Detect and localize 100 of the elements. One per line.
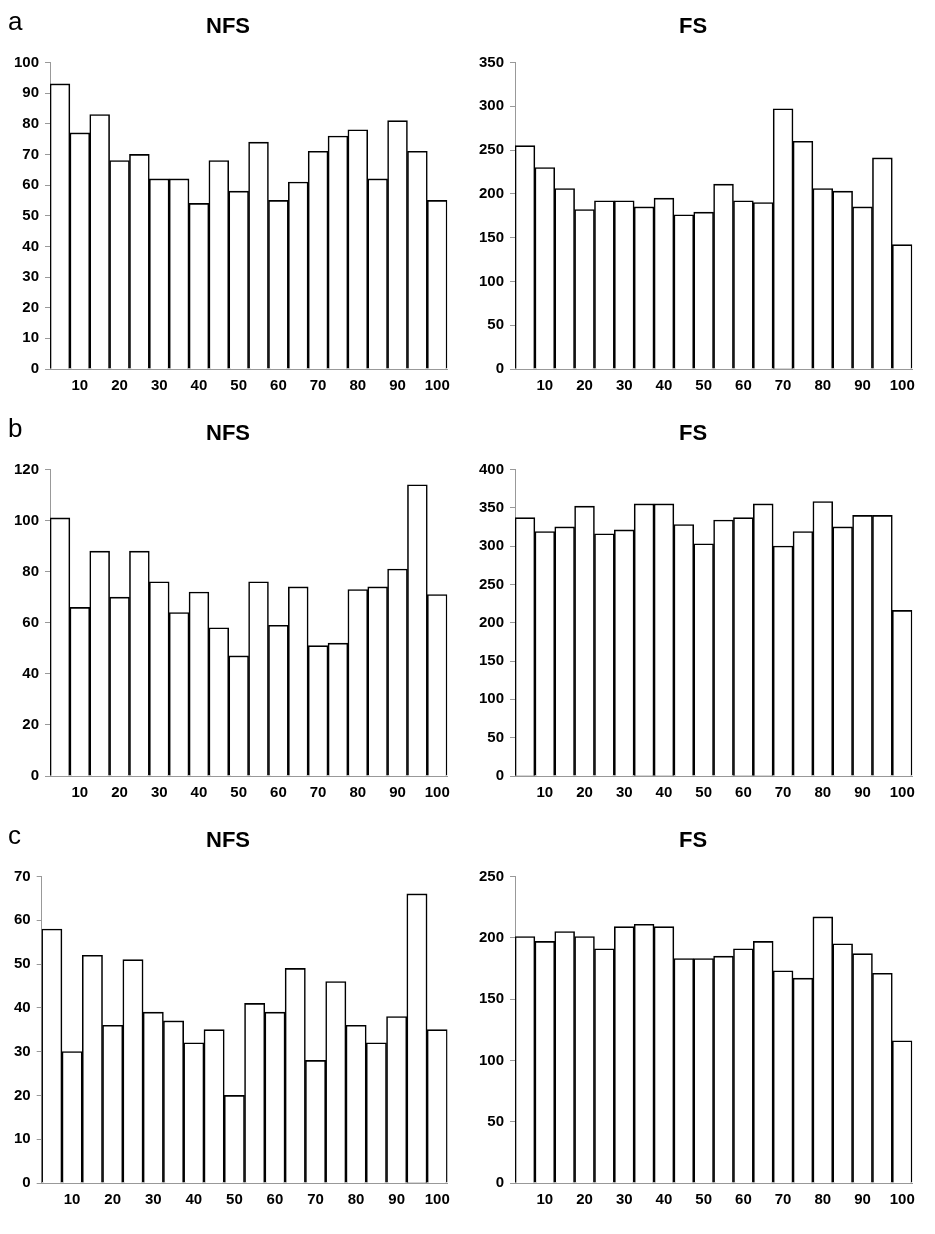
y-tick-label: 250	[479, 140, 505, 158]
x-tick-label: 50	[695, 1190, 713, 1208]
chart-title: FS	[678, 827, 708, 853]
y-tick-label: 250	[479, 866, 505, 884]
x-tick-label: 100	[889, 1190, 915, 1208]
text: c	[8, 820, 21, 851]
x-tick-label: 90	[854, 1190, 871, 1208]
chart-title: FS	[678, 420, 708, 446]
y-tick-label: 30	[22, 267, 40, 285]
x-tick-label: 80	[349, 376, 367, 394]
x-tick-label: 80	[814, 783, 832, 801]
chart-title: FS	[678, 13, 708, 39]
x-tick-label: 100	[424, 1190, 450, 1208]
y-tick-label: 100	[479, 689, 505, 707]
x-tick-label: 60	[735, 376, 752, 394]
x-tick-label: 70	[309, 783, 327, 801]
x-tick-label: 50	[695, 376, 713, 394]
x-tick-label: 30	[150, 376, 168, 394]
y-tick-label: 80	[22, 113, 40, 131]
y-tick-label: 30	[14, 1041, 31, 1059]
x-tick-label: 50	[226, 1190, 243, 1208]
y-tick-label: 300	[479, 96, 505, 114]
x-tick-label: 100	[424, 783, 450, 801]
x-tick-label: 80	[814, 1190, 832, 1208]
x-tick-label: 20	[104, 1190, 122, 1208]
x-tick-label: 50	[695, 783, 713, 801]
y-tick-label: 0	[495, 359, 505, 377]
x-tick-label: 10	[536, 1190, 554, 1208]
y-tick-label: 40	[14, 997, 31, 1015]
y-tick-label: 0	[22, 1173, 31, 1191]
x-tick-label: 90	[854, 376, 871, 394]
y-tick-label: 10	[14, 1129, 31, 1147]
x-tick-label: 20	[576, 376, 593, 394]
x-tick-label: 80	[814, 376, 832, 394]
x-tick-label: 100	[889, 783, 915, 801]
x-tick-label: 70	[309, 376, 327, 394]
x-tick-label: 60	[735, 783, 752, 801]
x-tick-label: 10	[536, 783, 554, 801]
y-tick-label: 60	[14, 910, 31, 928]
y-tick-label: 400	[479, 459, 505, 477]
x-tick-label: 70	[307, 1190, 324, 1208]
y-tick-label: 250	[479, 574, 505, 592]
x-tick-label: 100	[889, 376, 915, 394]
x-tick-label: 10	[71, 376, 89, 394]
x-tick-label: 20	[111, 783, 128, 801]
y-tick-label: 120	[14, 459, 40, 477]
chart-title: NFS	[206, 420, 250, 446]
x-tick-label: 60	[735, 1190, 752, 1208]
x-tick-label: 70	[774, 1190, 792, 1208]
y-tick-label: 200	[479, 183, 505, 201]
x-tick-label: 30	[615, 1190, 633, 1208]
y-tick-label: 0	[30, 766, 40, 784]
x-tick-label: 10	[63, 1190, 81, 1208]
y-tick-label: 60	[22, 612, 40, 630]
y-tick-label: 70	[14, 866, 31, 884]
x-tick-label: 30	[150, 783, 168, 801]
y-tick-label: 100	[479, 271, 505, 289]
y-tick-label: 100	[14, 510, 40, 528]
y-tick-label: 40	[22, 663, 40, 681]
y-tick-label: 350	[479, 497, 505, 515]
x-tick-label: 40	[190, 783, 208, 801]
x-tick-label: 60	[270, 376, 287, 394]
x-tick-label: 90	[388, 1190, 406, 1208]
y-tick-label: 0	[495, 766, 505, 784]
x-tick-label: 50	[230, 376, 248, 394]
x-tick-label: 20	[576, 783, 593, 801]
y-tick-label: 150	[479, 227, 505, 245]
y-tick-label: 70	[22, 144, 40, 162]
chart-title: NFS	[206, 827, 250, 853]
x-tick-label: 70	[774, 783, 792, 801]
text: a	[8, 6, 23, 37]
x-tick-label: 90	[854, 783, 871, 801]
y-tick-label: 60	[22, 175, 40, 193]
y-tick-label: 50	[22, 205, 40, 223]
y-tick-label: 200	[479, 612, 505, 630]
chart-title: NFS	[206, 13, 250, 39]
x-tick-label: 30	[615, 783, 633, 801]
x-tick-label: 80	[347, 1190, 365, 1208]
x-tick-label: 60	[266, 1190, 284, 1208]
x-tick-label: 40	[185, 1190, 203, 1208]
y-tick-label: 200	[479, 927, 505, 945]
x-tick-label: 40	[655, 1190, 673, 1208]
x-tick-label: 10	[536, 376, 554, 394]
x-tick-label: 90	[389, 783, 406, 801]
x-tick-label: 60	[270, 783, 287, 801]
x-tick-label: 20	[111, 376, 128, 394]
y-tick-label: 50	[487, 1111, 505, 1129]
x-tick-label: 20	[576, 1190, 593, 1208]
x-tick-label: 30	[144, 1190, 162, 1208]
y-tick-label: 350	[479, 52, 505, 70]
y-tick-label: 10	[22, 328, 40, 346]
y-tick-label: 50	[487, 315, 505, 333]
y-tick-label: 150	[479, 989, 505, 1007]
y-tick-label: 20	[22, 297, 40, 315]
y-tick-label: 90	[22, 83, 40, 101]
x-tick-label: 40	[190, 376, 208, 394]
x-tick-label: 80	[349, 783, 367, 801]
y-tick-label: 100	[479, 1050, 505, 1068]
x-tick-label: 50	[230, 783, 248, 801]
x-tick-label: 10	[71, 783, 89, 801]
